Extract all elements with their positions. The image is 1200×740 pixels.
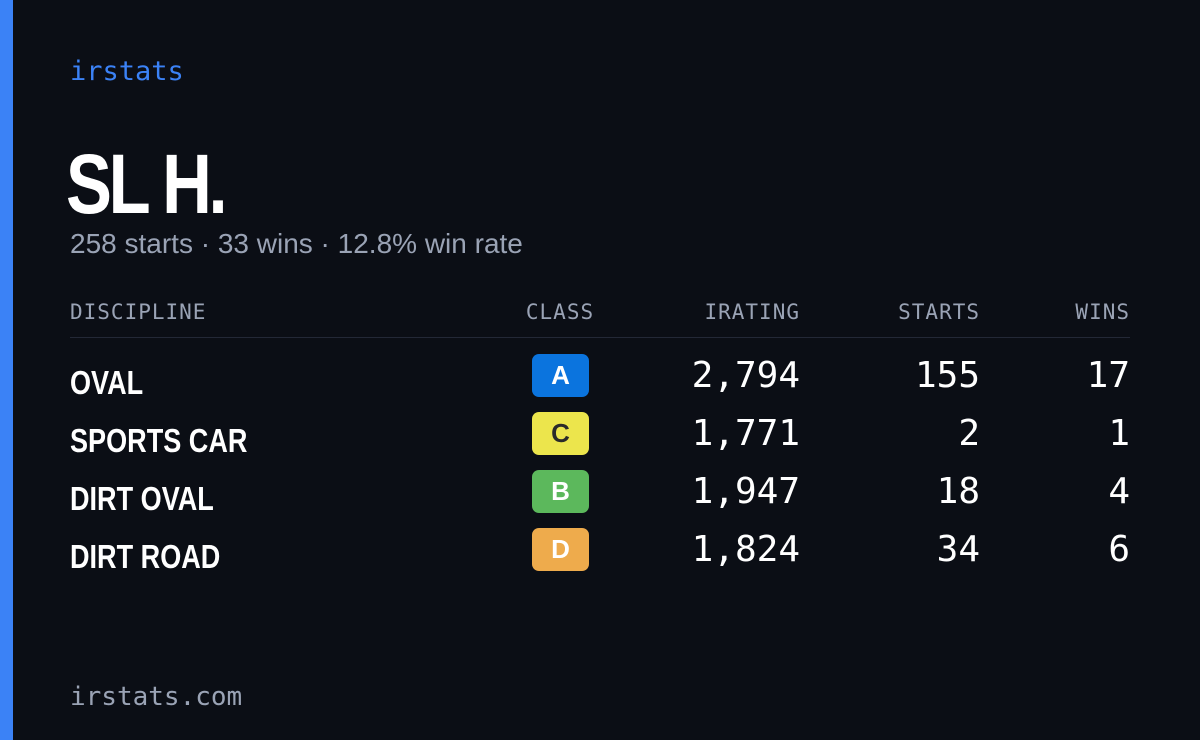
starts-value: 155 — [914, 355, 980, 396]
starts-value: 18 — [936, 471, 980, 512]
footer: irstats.com — [70, 682, 243, 712]
discipline: DIRT ROAD — [70, 538, 221, 575]
irating-value: 1,824 — [691, 529, 800, 570]
starts-value: 2 — [958, 413, 980, 454]
class-badge: A — [532, 354, 589, 397]
accent-bar — [0, 0, 13, 740]
irating-value: 1,947 — [691, 471, 800, 512]
column-header: WINS — [1075, 300, 1130, 324]
wins-value: 1 — [1108, 413, 1130, 454]
column-header: STARTS — [898, 300, 980, 324]
starts-value: 34 — [936, 529, 980, 570]
discipline: SPORTS CAR — [70, 422, 248, 459]
irating-value: 2,794 — [691, 355, 800, 396]
wins-value: 6 — [1108, 529, 1130, 570]
driver-name: SL H. — [66, 137, 228, 231]
class-badge: B — [532, 470, 589, 513]
driver-summary: 258 starts · 33 wins · 12.8% win rate — [70, 228, 523, 259]
wins-value: 4 — [1108, 471, 1130, 512]
irating-value: 1,771 — [691, 413, 800, 454]
class-badge: C — [532, 412, 589, 455]
column-header: DISCIPLINE — [70, 300, 207, 324]
discipline: DIRT OVAL — [70, 480, 214, 517]
class-badge: D — [532, 528, 589, 571]
column-header: IRATING — [704, 300, 800, 324]
header-divider — [70, 337, 1130, 338]
brand: irstats — [70, 56, 184, 87]
discipline: OVAL — [70, 364, 144, 401]
wins-value: 17 — [1086, 355, 1130, 396]
column-header: CLASS — [525, 300, 595, 324]
